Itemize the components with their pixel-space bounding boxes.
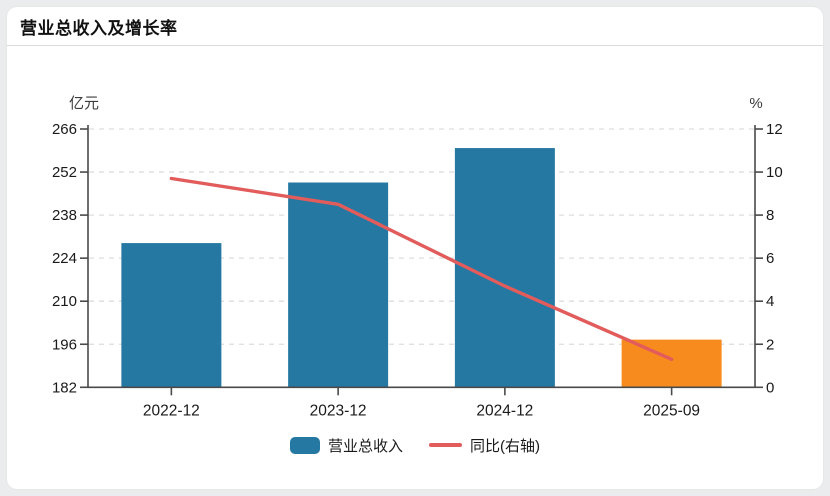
right-axis-unit-label: %: [749, 95, 762, 112]
x-axis-label: 2023-12: [310, 402, 367, 419]
legend-line-swatch-icon: [429, 443, 462, 447]
chart-legend: 营业总收入 同比(右轴): [7, 435, 823, 456]
x-axis-label: 2024-12: [476, 402, 533, 419]
x-axis-label: 2022-12: [143, 402, 200, 419]
right-tick-label: 4: [766, 293, 774, 310]
x-axis-label: 2025-09: [643, 402, 700, 419]
right-tick-label: 12: [766, 121, 783, 138]
left-tick-label: 238: [52, 207, 77, 224]
right-tick-label: 8: [766, 207, 774, 224]
chart-area: 266 252 238 224 210 196 182 12 10 8 6 4 2 0 2022-12 202…: [7, 46, 823, 456]
legend-bar-swatch-icon: [289, 436, 320, 454]
left-tick-label: 196: [52, 336, 77, 353]
chart-title: 营业总收入及增长率: [20, 18, 178, 38]
revenue-chart-card: 营业总收入及增长率 266 252 238 224 210 196 182 12 10 8 6 4 2 0…: [7, 7, 823, 489]
right-tick-label: 0: [766, 379, 774, 396]
left-tick-label: 266: [52, 121, 77, 138]
right-tick-label: 2: [766, 336, 774, 353]
legend-item-revenue: 营业总收入: [289, 435, 403, 456]
right-tick-label: 6: [766, 250, 774, 267]
card-header: 营业总收入及增长率: [7, 7, 823, 46]
yoy-growth-line: [169, 176, 674, 361]
bar-2023-12: [288, 182, 389, 388]
legend-label-revenue: 营业总收入: [327, 437, 403, 455]
left-tick-label: 224: [52, 250, 77, 267]
left-tick-label: 182: [52, 379, 77, 396]
revenue-growth-chart: 266 252 238 224 210 196 182 12 10 8 6 4 2 0 2022-12 202…: [52, 95, 783, 419]
legend-item-yoy: 同比(右轴): [429, 435, 540, 456]
left-tick-label: 210: [52, 293, 77, 310]
bar-2024-12: [454, 148, 555, 388]
left-axis-unit-label: 亿元: [69, 95, 99, 112]
left-tick-label: 252: [52, 164, 77, 181]
legend-label-yoy: 同比(右轴): [470, 437, 540, 455]
bar-2025-09: [621, 339, 722, 388]
right-tick-label: 10: [766, 164, 783, 181]
bar-2022-12: [121, 243, 222, 388]
